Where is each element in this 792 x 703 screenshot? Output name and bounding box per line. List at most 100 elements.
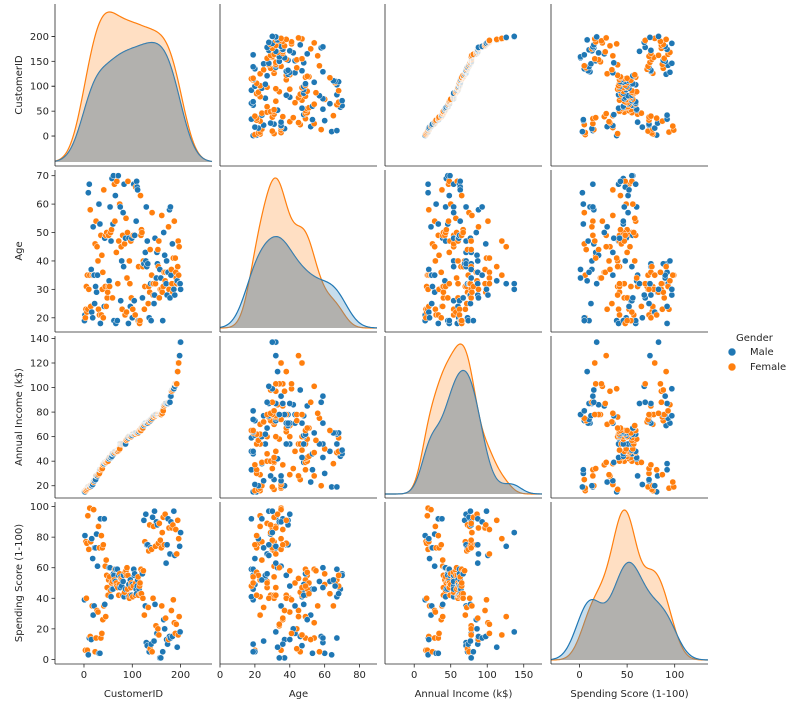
scatter-point xyxy=(174,237,182,245)
x-tick-label: 80 xyxy=(353,670,366,681)
scatter-point xyxy=(314,602,322,610)
scatter-point xyxy=(446,172,454,180)
scatter-point xyxy=(605,471,613,479)
kde-line-female xyxy=(54,11,213,163)
kde-line-female xyxy=(219,177,377,329)
scatter-point xyxy=(326,74,334,82)
panel-3-0: 0 20 40 60 80 100 0 100 200 xyxy=(30,502,212,681)
scatter-point xyxy=(661,392,669,400)
scatter-point xyxy=(502,613,510,620)
scatter-point xyxy=(593,338,601,346)
scatter-point xyxy=(459,229,467,236)
scatter-point xyxy=(440,288,447,296)
scatter-point xyxy=(277,535,285,543)
scatter-point xyxy=(616,234,623,242)
scatter-point xyxy=(85,546,93,553)
scatter-point xyxy=(669,478,677,486)
scatter-point xyxy=(265,382,273,390)
y-tick-label: 20 xyxy=(36,313,49,324)
y-tick-label: 0 xyxy=(43,132,49,143)
scatter-point xyxy=(483,286,490,293)
scatter-point xyxy=(603,223,611,231)
scatter-point xyxy=(474,280,482,288)
scatter-point xyxy=(613,254,621,262)
scatter-point xyxy=(268,507,276,515)
scatter-point xyxy=(295,119,302,126)
scatter-point xyxy=(585,268,593,276)
scatter-point xyxy=(461,567,468,575)
scatter-point xyxy=(621,257,629,265)
scatter-point xyxy=(467,237,475,245)
scatter-point xyxy=(89,223,97,231)
scatter-point xyxy=(148,209,156,216)
scatter-point xyxy=(660,294,668,302)
scatter-point xyxy=(467,300,474,307)
y-tick-label: 50 xyxy=(36,107,49,118)
panel-0-2 xyxy=(384,4,542,167)
scatter-point xyxy=(468,529,476,536)
scatter-point xyxy=(258,515,266,523)
scatter-point xyxy=(305,590,313,598)
scatter-point xyxy=(88,308,96,316)
scatter-point xyxy=(620,203,628,211)
scatter-point xyxy=(310,100,318,108)
scatter-point xyxy=(468,602,476,610)
scatter-point xyxy=(85,286,93,293)
scatter-point xyxy=(639,123,646,131)
scatter-point xyxy=(483,596,490,604)
scatter-point xyxy=(668,385,676,393)
scatter-point xyxy=(651,271,659,279)
scatter-point xyxy=(176,542,183,550)
scatter-point xyxy=(328,651,335,659)
scatter-point xyxy=(647,291,655,299)
scatter-point xyxy=(467,625,475,633)
scatter-point xyxy=(268,127,276,135)
scatter-point xyxy=(88,535,96,543)
scatter-point xyxy=(338,97,346,105)
scatter-point xyxy=(614,130,621,137)
scatter-point xyxy=(655,51,662,59)
kde-fill-male xyxy=(385,370,542,494)
scatter-point xyxy=(470,648,477,656)
scatter-point xyxy=(478,203,486,211)
scatter-point xyxy=(270,454,278,461)
scatter-point xyxy=(579,189,586,197)
scatter-point xyxy=(149,594,157,602)
x-axis-label: Annual Income (k$) xyxy=(415,689,513,700)
scatter-point xyxy=(286,582,294,590)
scatter-point xyxy=(330,576,337,584)
scatter-point xyxy=(639,314,646,322)
scatter-point xyxy=(167,203,174,211)
scatter-point xyxy=(151,601,159,608)
scatter-point xyxy=(617,226,624,234)
scatter-point xyxy=(256,523,264,530)
scatter-point xyxy=(603,478,611,486)
scatter-point xyxy=(474,559,482,567)
scatter-point xyxy=(631,257,639,265)
scatter-point xyxy=(98,532,105,539)
scatter-point xyxy=(303,424,311,432)
scatter-point xyxy=(442,203,449,211)
kde-fill-male xyxy=(551,562,708,660)
scatter-point xyxy=(590,386,598,394)
y-tick-label: 20 xyxy=(36,624,49,635)
y-axis-label: CustomerID xyxy=(14,55,25,115)
scatter-point xyxy=(580,116,587,123)
panel-1-3 xyxy=(550,170,708,333)
scatter-point xyxy=(277,602,285,610)
scatter-point xyxy=(614,291,621,299)
scatter-point xyxy=(426,555,433,562)
scatter-point xyxy=(426,314,433,322)
scatter-point xyxy=(631,214,639,222)
scatter-point xyxy=(662,36,670,43)
scatter-point xyxy=(461,305,469,313)
scatter-point xyxy=(450,203,457,211)
scatter-point xyxy=(593,280,601,288)
scatter-point xyxy=(486,254,493,262)
scatter-point xyxy=(96,649,104,657)
scatter-point xyxy=(467,544,475,552)
scatter-point xyxy=(288,630,295,637)
scatter-point xyxy=(592,465,600,472)
scatter-point xyxy=(87,266,95,273)
